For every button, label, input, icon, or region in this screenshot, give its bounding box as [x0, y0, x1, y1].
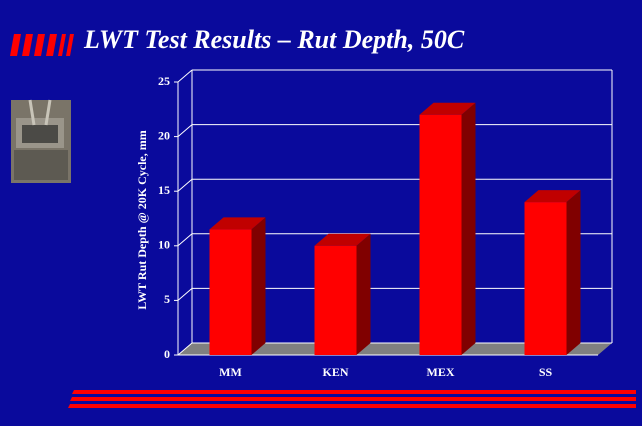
grid-line — [177, 124, 193, 137]
bar-front — [314, 245, 357, 355]
bar-top — [209, 217, 266, 230]
title-icon — [10, 34, 74, 56]
footer-stripes — [68, 390, 636, 408]
photo — [11, 99, 71, 183]
y-tick-label: 20 — [158, 128, 170, 142]
bar-front — [419, 114, 462, 355]
y-axis-label: LWT Rut Depth @ 20K Cycle, mm — [135, 130, 149, 310]
grid-line — [177, 178, 193, 192]
chart-title: LWT Test Results – Rut Depth, 50C — [83, 25, 465, 54]
bar-side — [356, 233, 371, 355]
y-tick-label: 0 — [164, 347, 170, 361]
bar-front — [209, 229, 252, 355]
bar — [419, 102, 476, 355]
bar-side — [566, 190, 581, 355]
y-tick-label: 25 — [158, 74, 170, 88]
bar-side — [461, 102, 476, 355]
x-tick-label: KEN — [322, 365, 348, 379]
bar — [314, 233, 371, 355]
bar-top — [524, 190, 581, 203]
y-tick-label: 5 — [164, 292, 170, 306]
bar-top — [419, 102, 476, 115]
x-tick-label: MEX — [427, 365, 455, 379]
bar-side — [251, 217, 266, 355]
y-tick-label: 10 — [158, 238, 170, 252]
y-tick-label: 15 — [158, 183, 170, 197]
grid-line — [177, 342, 193, 356]
floor — [178, 343, 612, 355]
x-tick-label: SS — [539, 365, 553, 379]
bar-top — [314, 233, 371, 246]
bar-front — [524, 202, 567, 355]
bar — [524, 190, 581, 355]
bar — [209, 217, 266, 355]
x-tick-label: MM — [219, 365, 242, 379]
grid-line — [177, 233, 193, 247]
grid-line — [177, 288, 193, 301]
grid-line — [177, 69, 193, 83]
